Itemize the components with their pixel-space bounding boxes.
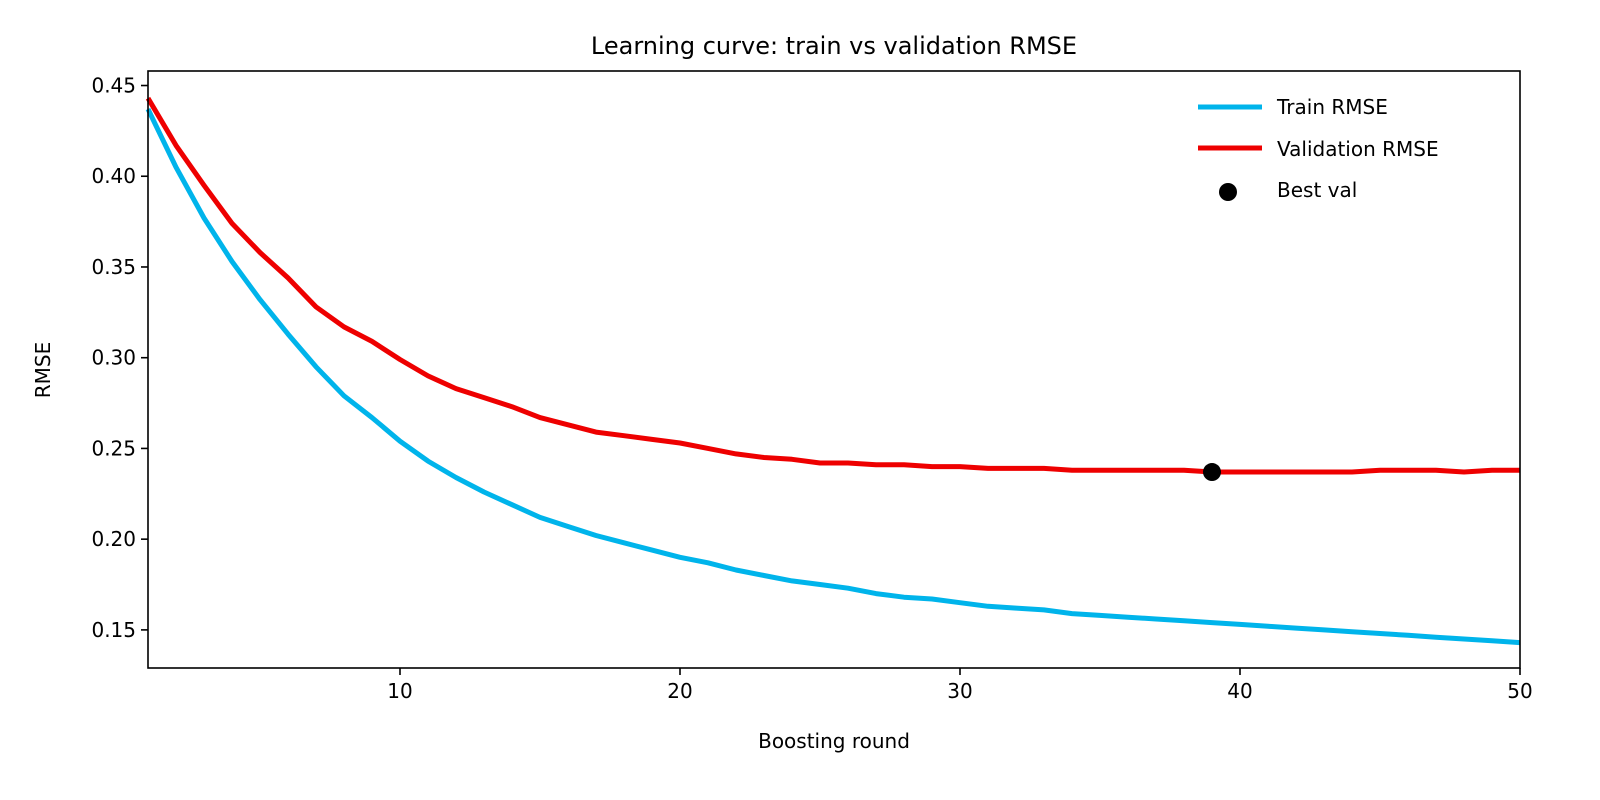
y-tick-label: 0.45 xyxy=(91,74,136,98)
legend-val-label: Validation RMSE xyxy=(1277,137,1439,161)
best-val-marker xyxy=(1203,463,1221,482)
x-tick-label: 20 xyxy=(667,679,692,703)
x-tick-label: 10 xyxy=(387,679,412,703)
series-line-validation xyxy=(145,96,1520,475)
chart-title: Learning curve: train vs validation RMSE xyxy=(591,32,1077,60)
y-axis-label: RMSE xyxy=(31,342,55,398)
x-tick-label: 30 xyxy=(947,679,972,703)
y-tick-label: 0.25 xyxy=(91,436,136,460)
legend-best-marker xyxy=(1219,183,1237,201)
plot-frame xyxy=(147,70,1521,669)
legend: Train RMSE Validation RMSE Best val xyxy=(1198,95,1439,202)
y-tick-label: 0.35 xyxy=(91,255,136,279)
legend-best-label: Best val xyxy=(1277,178,1357,202)
y-tick-label: 0.15 xyxy=(91,618,136,642)
y-tick-label: 0.30 xyxy=(91,346,136,370)
x-tick-label: 40 xyxy=(1227,679,1252,703)
x-tick-label: 50 xyxy=(1507,679,1532,703)
series-line-train xyxy=(145,108,1521,646)
y-tick-label: 0.40 xyxy=(91,164,136,188)
x-axis-label: Boosting round xyxy=(758,729,910,753)
y-tick-label: 0.20 xyxy=(91,527,136,551)
legend-train-label: Train RMSE xyxy=(1276,95,1388,119)
